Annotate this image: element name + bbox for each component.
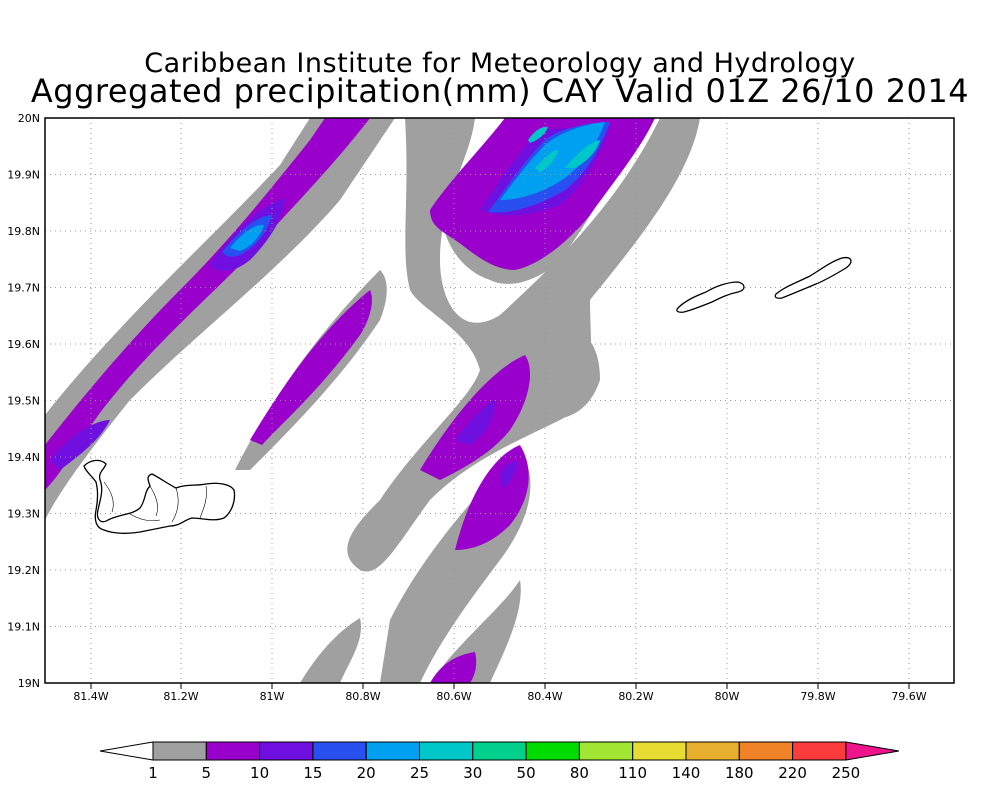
colorbar-swatch xyxy=(312,741,367,761)
lat-label: 19.8N xyxy=(7,225,40,238)
lat-label: 19.3N xyxy=(7,508,40,521)
coastlines xyxy=(83,256,852,534)
lon-label: 81W xyxy=(260,690,285,703)
colorbar-swatch xyxy=(419,741,474,761)
island-little-cayman xyxy=(676,281,745,313)
colorbar-swatch xyxy=(738,741,794,761)
lon-label: 80.6W xyxy=(436,690,471,703)
colorbar-label: 250 xyxy=(832,764,861,782)
lon-label: 81.2W xyxy=(163,690,198,703)
colorbar-label: 20 xyxy=(357,764,376,782)
colorbar-label: 220 xyxy=(778,764,807,782)
lat-labels: 19N 19.1N 19.2N 19.3N 19.4N 19.5N 19.6N … xyxy=(7,112,40,690)
colorbar-under-triangle xyxy=(99,741,154,761)
colorbar-label: 1 xyxy=(148,764,158,782)
axis-ticks xyxy=(90,683,910,689)
colorbar-swatch xyxy=(472,741,527,761)
colorbar-swatch xyxy=(632,741,687,761)
colorbar-swatch xyxy=(792,741,847,761)
lon-label: 80.4W xyxy=(527,690,562,703)
colorbar-swatch xyxy=(365,741,421,761)
map-frame xyxy=(44,117,955,684)
lon-label: 79.6W xyxy=(891,690,926,703)
colorbar-label: 50 xyxy=(517,764,536,782)
map-title-line1: Caribbean Institute for Meteorology and … xyxy=(144,48,856,79)
lon-label: 80.2W xyxy=(618,690,653,703)
lon-labels: 81.4W 81.2W 81W 80.8W 80.6W 80.4W 80.2W … xyxy=(73,690,926,703)
district-lines xyxy=(103,481,207,523)
band-25-30mm xyxy=(528,126,600,172)
colorbar-swatch xyxy=(205,741,261,761)
island-cayman-brac xyxy=(774,256,852,299)
lat-label: 20N xyxy=(18,112,40,125)
colorbar-swatch xyxy=(578,741,634,761)
precip-shading xyxy=(45,118,700,683)
colorbar-swatch xyxy=(525,741,580,761)
colorbar: 1 5 10 15 20 25 30 50 80 110 140 180 220 250 xyxy=(99,741,899,782)
colorbar-label: 140 xyxy=(672,764,701,782)
colorbar-swatch xyxy=(259,741,314,761)
map-grid xyxy=(45,118,954,683)
colorbar-label: 25 xyxy=(410,764,429,782)
colorbar-label: 180 xyxy=(725,764,754,782)
lat-label: 19.1N xyxy=(7,621,40,634)
lat-label: 19.2N xyxy=(7,564,40,577)
colorbar-label: 5 xyxy=(202,764,212,782)
lon-label: 79.8W xyxy=(800,690,835,703)
lat-label: 19.9N xyxy=(7,169,40,182)
colorbar-swatch xyxy=(685,741,740,761)
colorbar-swatch xyxy=(152,741,207,761)
lat-label: 19.6N xyxy=(7,338,40,351)
lat-label: 19.4N xyxy=(7,451,40,464)
colorbar-over-triangle xyxy=(845,741,899,761)
lat-label: 19.7N xyxy=(7,282,40,295)
colorbar-label: 10 xyxy=(250,764,269,782)
map-title-line2: Aggregated precipitation(mm) CAY Valid 0… xyxy=(30,72,970,110)
colorbar-label: 30 xyxy=(463,764,482,782)
colorbar-label: 15 xyxy=(303,764,322,782)
lon-label: 80.8W xyxy=(345,690,380,703)
colorbar-label: 110 xyxy=(618,764,647,782)
island-grand-cayman xyxy=(83,459,236,534)
band-1-5mm xyxy=(45,118,700,683)
lon-label: 80W xyxy=(715,690,740,703)
colorbar-label: 80 xyxy=(570,764,589,782)
lat-label: 19N xyxy=(18,677,40,690)
lon-label: 81.4W xyxy=(73,690,108,703)
lat-label: 19.5N xyxy=(7,395,40,408)
